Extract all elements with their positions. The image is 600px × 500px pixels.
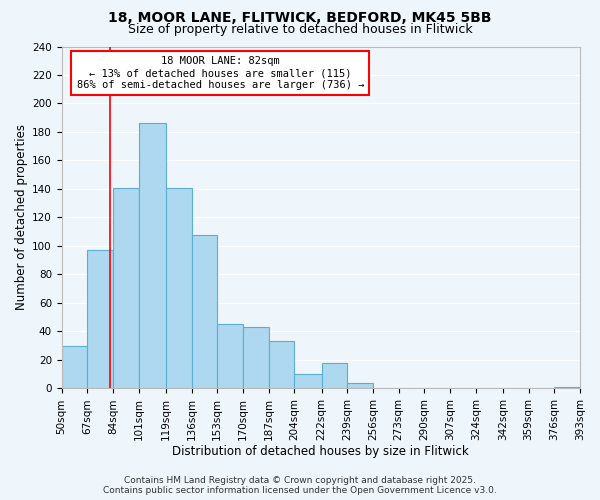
Bar [139,124,166,388]
Bar [295,374,322,388]
Bar [88,250,113,388]
Bar [113,188,139,388]
Bar [166,188,191,388]
Bar [191,234,217,388]
X-axis label: Distribution of detached houses by size in Flitwick: Distribution of detached houses by size … [172,444,469,458]
Text: Contains HM Land Registry data © Crown copyright and database right 2025.
Contai: Contains HM Land Registry data © Crown c… [103,476,497,495]
Bar [62,346,88,389]
Bar [269,342,295,388]
Bar [554,387,580,388]
Bar [322,363,347,388]
Bar [217,324,243,388]
Text: 18, MOOR LANE, FLITWICK, BEDFORD, MK45 5BB: 18, MOOR LANE, FLITWICK, BEDFORD, MK45 5… [108,11,492,25]
Bar [243,327,269,388]
Text: Size of property relative to detached houses in Flitwick: Size of property relative to detached ho… [128,22,472,36]
Y-axis label: Number of detached properties: Number of detached properties [15,124,28,310]
Text: 18 MOOR LANE: 82sqm
← 13% of detached houses are smaller (115)
86% of semi-detac: 18 MOOR LANE: 82sqm ← 13% of detached ho… [77,56,364,90]
Bar [347,383,373,388]
